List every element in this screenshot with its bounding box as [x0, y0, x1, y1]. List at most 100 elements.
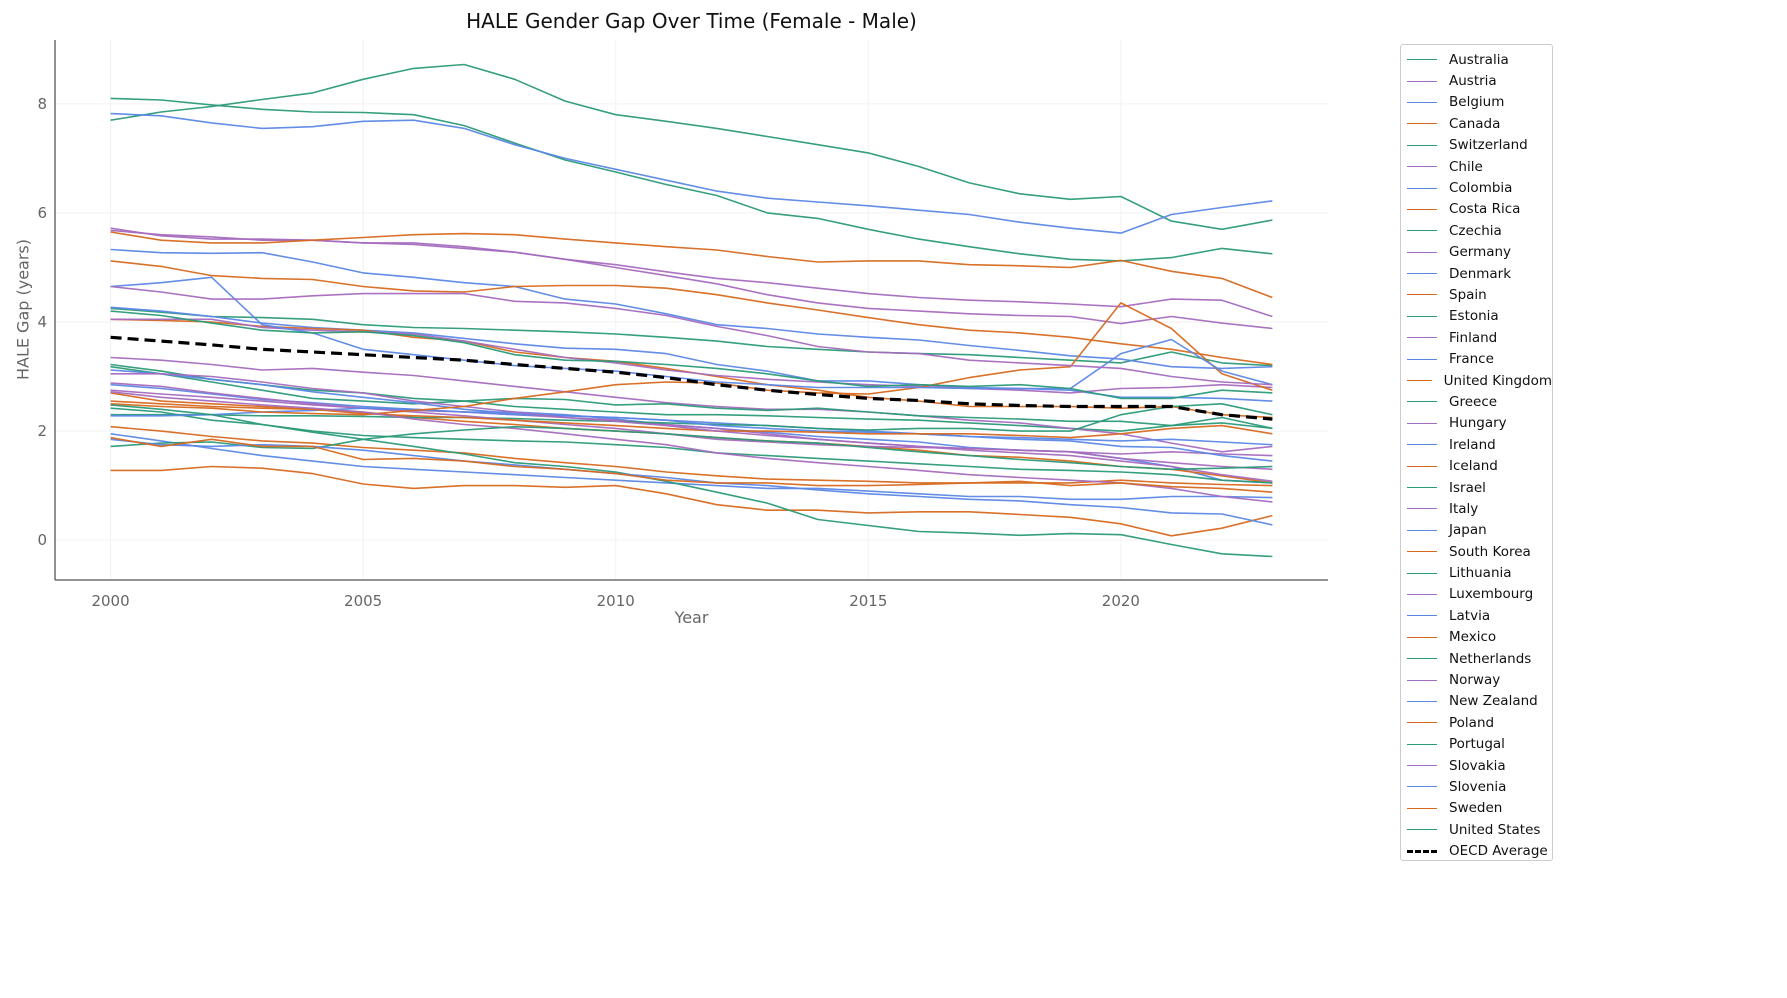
series-line-israel — [110, 407, 1273, 484]
legend-label: Belgium — [1449, 94, 1505, 111]
series-line-slovakia — [110, 285, 1273, 386]
legend-item: Switzerland — [1401, 135, 1552, 156]
legend-label: Japan — [1449, 522, 1487, 539]
legend-item: Slovakia — [1401, 755, 1552, 776]
legend-label: Greece — [1449, 393, 1498, 410]
legend-swatch — [1407, 829, 1437, 831]
x-tick-label: 2005 — [344, 592, 382, 610]
series-line-oecd-average — [110, 335, 1273, 421]
axes — [54, 40, 1328, 581]
legend-label: Denmark — [1449, 265, 1512, 282]
series-line-hungary — [110, 318, 1273, 394]
legend-swatch — [1407, 487, 1437, 488]
legend-item: New Zealand — [1401, 691, 1552, 712]
legend-label: Mexico — [1449, 629, 1497, 646]
legend-swatch — [1407, 294, 1437, 296]
legend-label: Finland — [1449, 329, 1498, 346]
tick-labels: 2000 2005 2010 2015 2020 0 2 4 6 8 — [37, 95, 1140, 610]
legend-item: Luxembourg — [1401, 584, 1552, 605]
legend-label: Switzerland — [1449, 137, 1528, 154]
legend-item: OECD Average — [1401, 840, 1552, 861]
legend-label: Norway — [1449, 672, 1501, 689]
legend-item: Germany — [1401, 242, 1552, 263]
legend-item: Belgium — [1401, 92, 1552, 113]
legend-label: Slovakia — [1449, 757, 1506, 774]
legend-item: Poland — [1401, 712, 1552, 733]
legend-label: United Kingdom — [1443, 372, 1552, 389]
legend-item: Australia — [1401, 49, 1552, 70]
series-lines — [110, 63, 1273, 558]
y-tick-label: 2 — [37, 422, 47, 440]
legend-item: Italy — [1401, 498, 1552, 519]
legend-swatch — [1407, 765, 1437, 767]
legend-swatch — [1407, 59, 1437, 61]
legend-label: United States — [1449, 821, 1541, 838]
legend-swatch — [1407, 679, 1437, 681]
legend-item: Canada — [1401, 113, 1552, 134]
series-line-chile — [110, 229, 1273, 318]
series-line-netherlands — [110, 404, 1273, 558]
series-line-lithuania — [110, 63, 1273, 231]
legend-swatch — [1407, 572, 1437, 574]
legend-item: Costa Rica — [1401, 199, 1552, 220]
legend-item: Denmark — [1401, 263, 1552, 284]
legend-label: Iceland — [1449, 458, 1498, 475]
legend-label: France — [1449, 351, 1494, 368]
legend-swatch — [1407, 593, 1437, 595]
legend-label: Ireland — [1449, 436, 1496, 453]
legend-swatch — [1407, 444, 1437, 446]
legend-item: Portugal — [1401, 734, 1552, 755]
legend-label: New Zealand — [1449, 693, 1538, 710]
legend-item: Norway — [1401, 669, 1552, 690]
legend-swatch — [1407, 465, 1437, 467]
x-tick-label: 2020 — [1102, 592, 1140, 610]
series-line-belgium — [110, 383, 1273, 484]
legend-item: Sweden — [1401, 798, 1552, 819]
series-line-sweden — [110, 436, 1273, 493]
legend-label: South Korea — [1449, 543, 1531, 560]
series-line-ireland — [110, 433, 1273, 501]
series-line-united-states — [110, 310, 1273, 400]
series-line-costa-rica — [110, 260, 1273, 366]
series-line-iceland — [110, 465, 1273, 537]
legend-item: Iceland — [1401, 455, 1552, 476]
legend-swatch — [1407, 251, 1437, 253]
series-line-austria — [110, 356, 1273, 453]
y-tick-label: 6 — [37, 204, 47, 222]
legend-swatch — [1407, 636, 1437, 638]
legend-swatch — [1407, 722, 1437, 724]
x-axis-label: Year — [674, 608, 709, 627]
series-line-portugal — [110, 425, 1273, 471]
legend-swatch — [1407, 849, 1437, 853]
legend-swatch — [1407, 422, 1437, 424]
legend-item: Israel — [1401, 477, 1552, 498]
legend-swatch — [1407, 123, 1437, 125]
legend-swatch — [1407, 401, 1437, 403]
legend-swatch — [1407, 166, 1437, 168]
legend-label: Spain — [1449, 286, 1487, 303]
legend-item: France — [1401, 348, 1552, 369]
legend-label: Czechia — [1449, 222, 1502, 239]
legend-swatch — [1407, 315, 1437, 317]
series-line-japan — [110, 407, 1273, 446]
y-tick-label: 4 — [37, 313, 47, 331]
legend-item: Netherlands — [1401, 648, 1552, 669]
legend-label: Italy — [1449, 500, 1479, 517]
legend-swatch — [1407, 187, 1437, 189]
y-axis-label: HALE Gap (years) — [13, 238, 33, 381]
legend-swatch — [1407, 337, 1437, 339]
legend-item: Japan — [1401, 520, 1552, 541]
legend-swatch — [1407, 80, 1437, 82]
legend-label: Hungary — [1449, 415, 1507, 432]
legend-swatch — [1407, 144, 1437, 146]
legend-label: Germany — [1449, 244, 1512, 261]
series-line-luxembourg — [110, 372, 1273, 483]
legend-label: Slovenia — [1449, 778, 1507, 795]
series-line-norway — [110, 391, 1273, 503]
legend-item: United States — [1401, 819, 1552, 840]
legend-label: Portugal — [1449, 736, 1505, 753]
legend-item: Greece — [1401, 391, 1552, 412]
legend-label: Luxembourg — [1449, 586, 1534, 603]
legend-label: Israel — [1449, 479, 1486, 496]
